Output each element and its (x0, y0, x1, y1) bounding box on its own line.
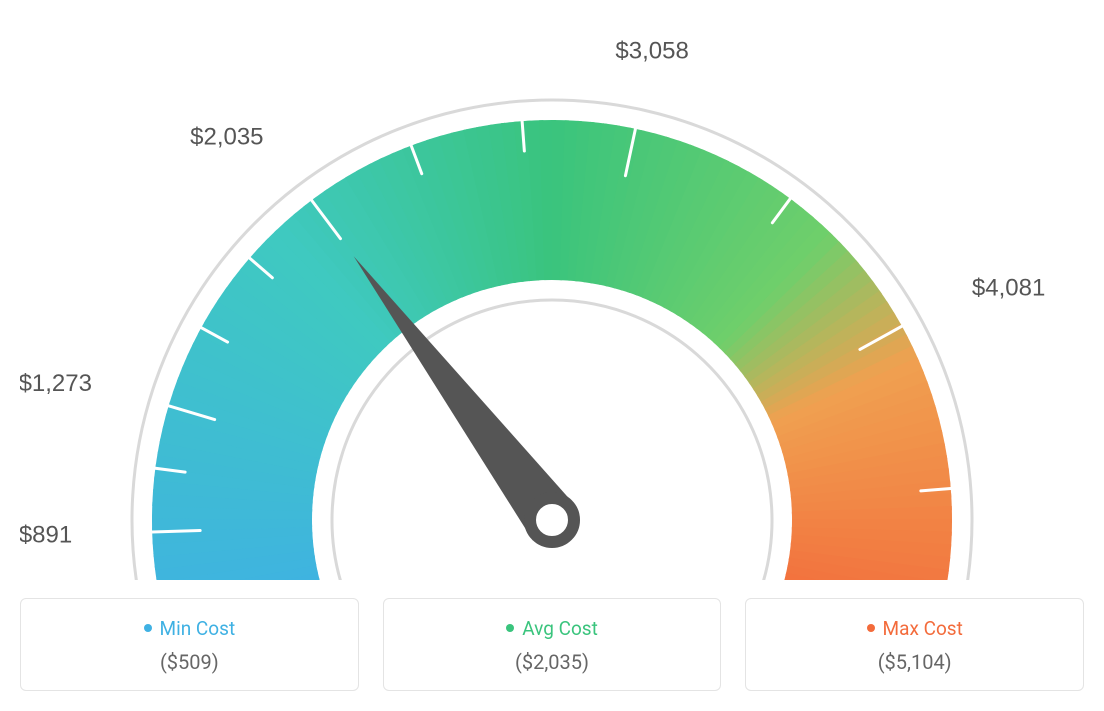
legend-max-value: ($5,104) (756, 650, 1073, 674)
svg-text:$1,273: $1,273 (20, 370, 92, 397)
dot-icon (506, 624, 514, 632)
legend-min-value: ($509) (31, 650, 348, 674)
legend-min-label: Min Cost (31, 617, 348, 640)
svg-text:$2,035: $2,035 (190, 123, 263, 150)
legend-avg-label: Avg Cost (394, 617, 711, 640)
legend-avg-card: Avg Cost ($2,035) (383, 598, 722, 691)
legend-max-card: Max Cost ($5,104) (745, 598, 1084, 691)
legend-max-label-text: Max Cost (883, 617, 963, 640)
legend-min-card: Min Cost ($509) (20, 598, 359, 691)
legend-min-label-text: Min Cost (160, 617, 236, 640)
dot-icon (867, 624, 875, 632)
svg-text:$3,058: $3,058 (615, 38, 688, 65)
cost-gauge: $509$891$1,273$2,035$3,058$4,081$5,104 (20, 20, 1084, 580)
svg-text:$891: $891 (20, 521, 72, 548)
svg-text:$4,081: $4,081 (972, 274, 1045, 301)
legend-max-label: Max Cost (756, 617, 1073, 640)
legend-avg-label-text: Avg Cost (522, 617, 598, 640)
legend-row: Min Cost ($509) Avg Cost ($2,035) Max Co… (20, 598, 1084, 691)
dot-icon (144, 624, 152, 632)
legend-avg-value: ($2,035) (394, 650, 711, 674)
